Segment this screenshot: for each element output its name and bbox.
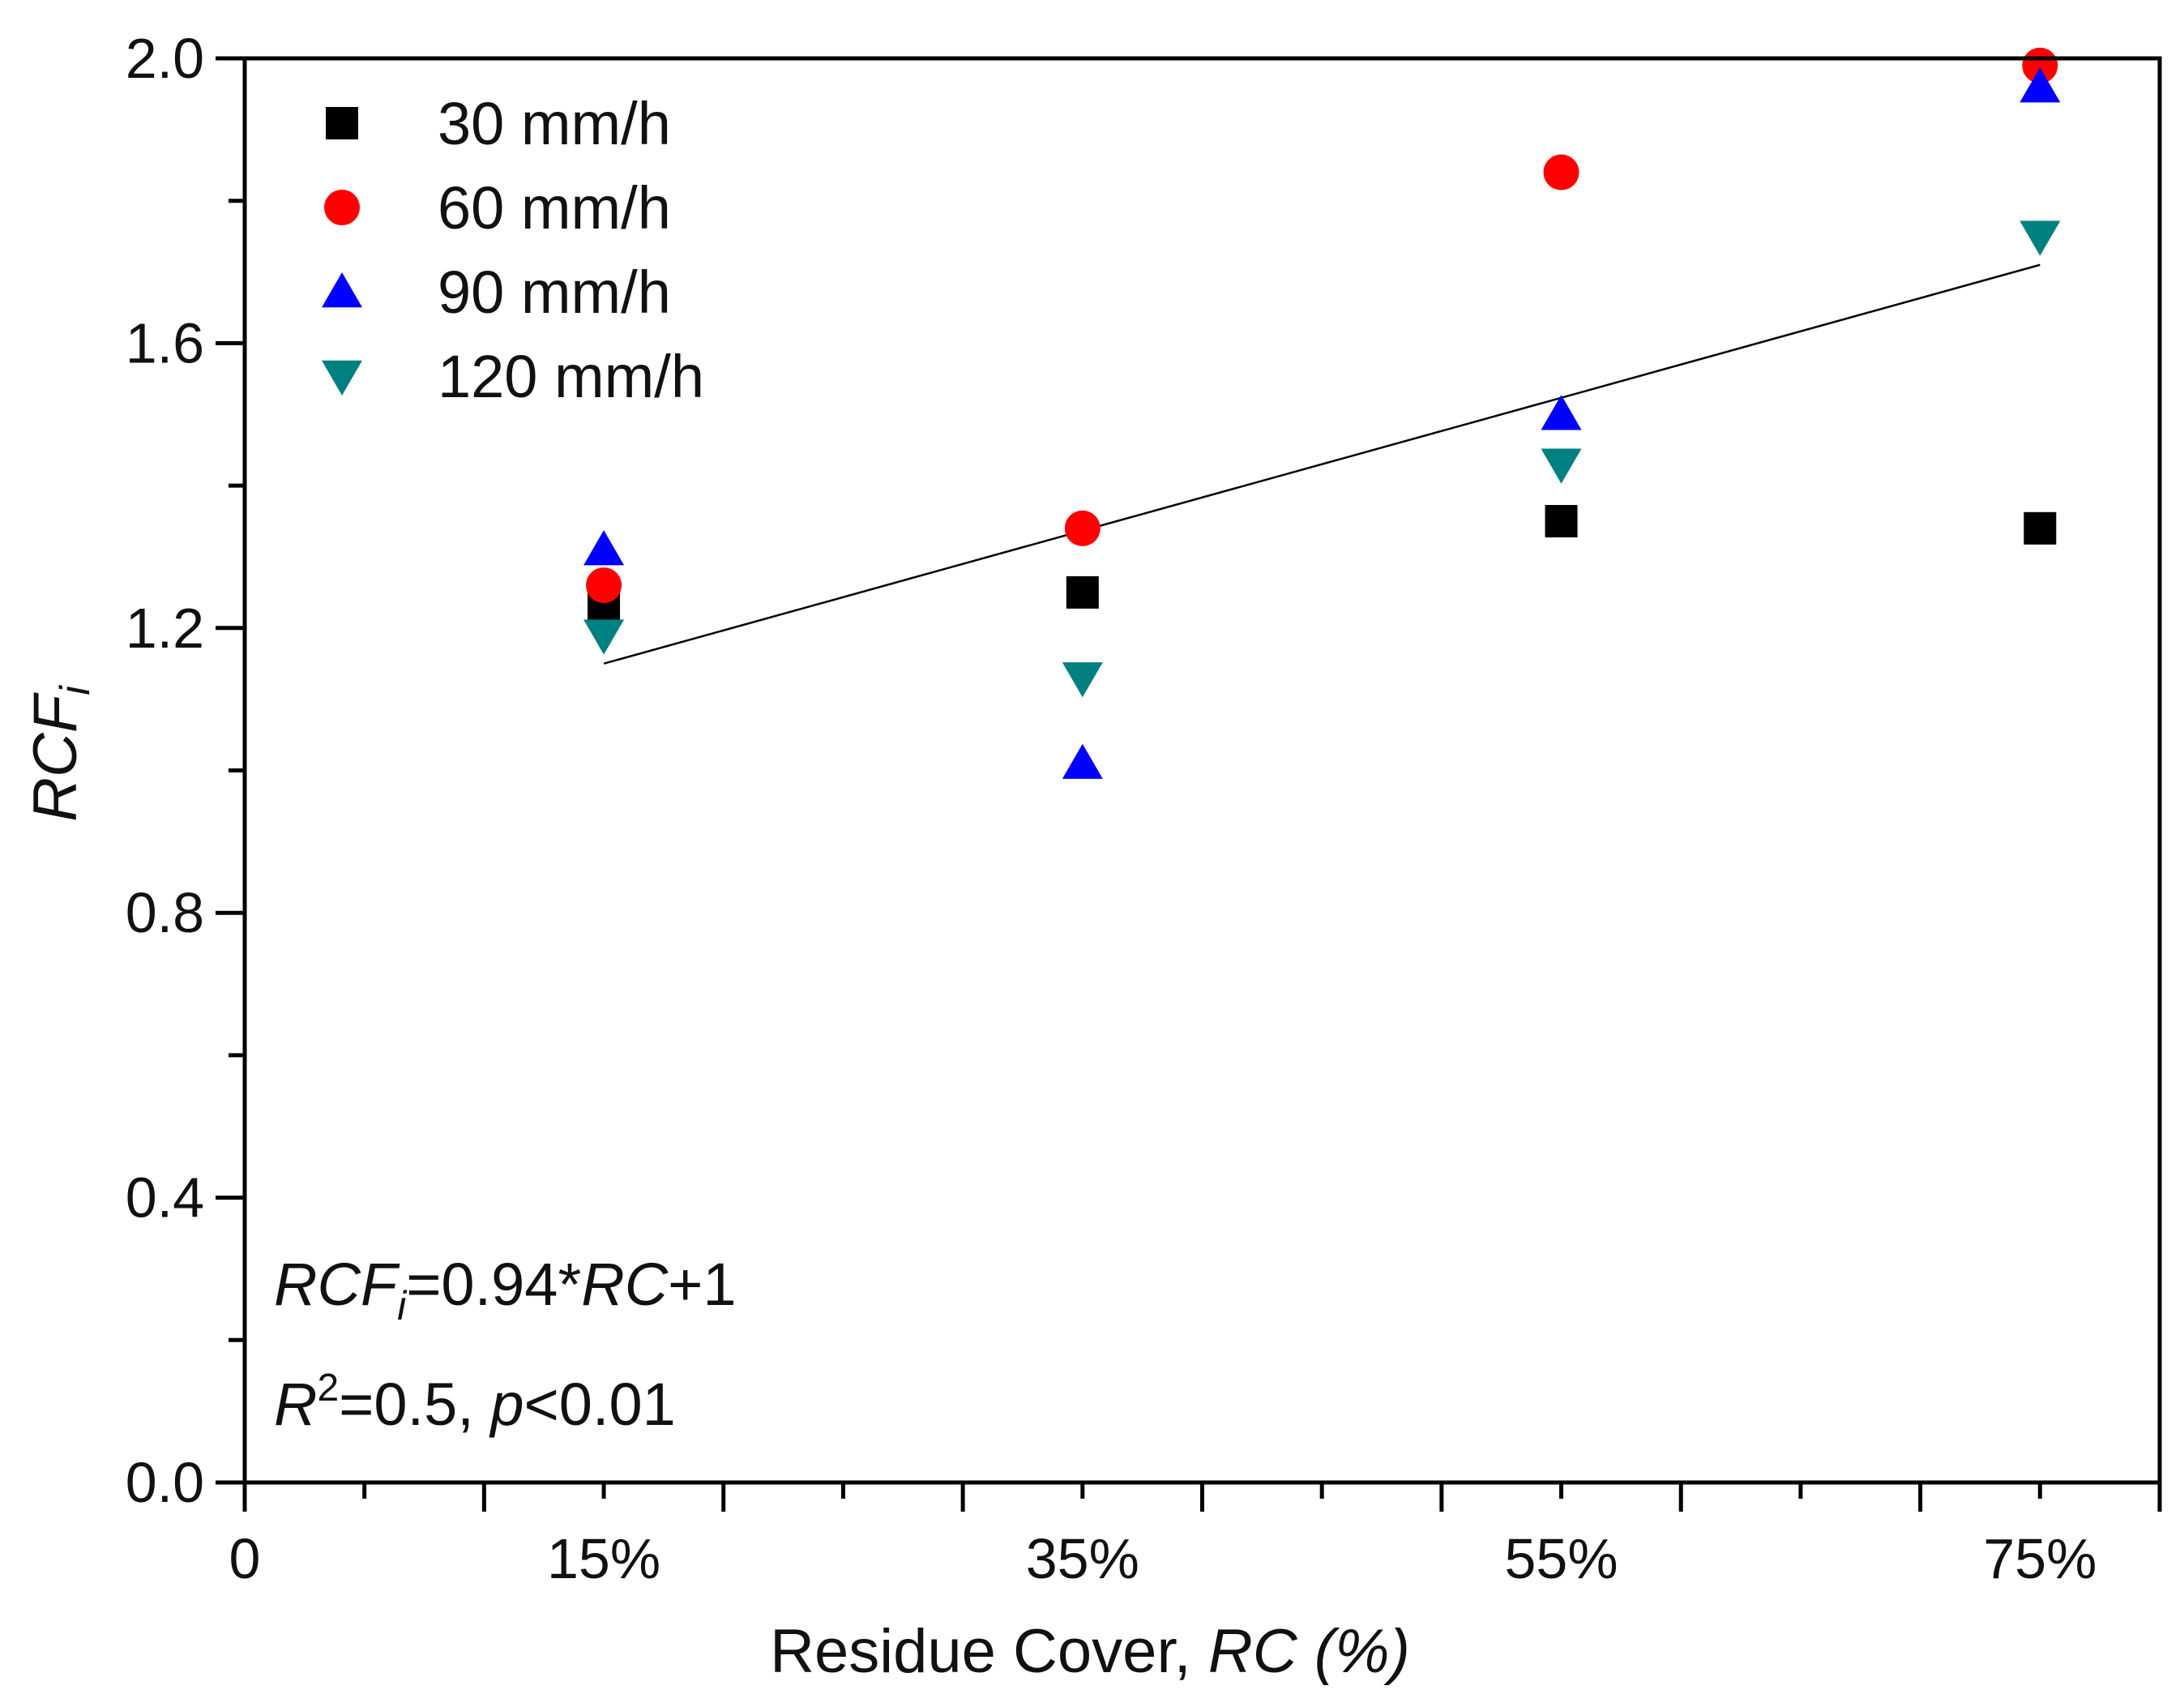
equation-rhs-pre: =0.94*: [406, 1251, 581, 1318]
legend: 30 mm/h 60 mm/h 90 mm/h 120 mm/h: [322, 90, 704, 410]
data-point: [1064, 510, 1101, 546]
legend-label: 90 mm/h: [438, 259, 671, 326]
legend-item: 90 mm/h: [322, 259, 671, 326]
data-point: [2019, 220, 2061, 256]
y-tick-label: 0.4: [126, 1166, 204, 1230]
x-axis-title-suffix: (%): [1297, 1617, 1410, 1686]
legend-item: 30 mm/h: [326, 90, 671, 157]
legend-label: 30 mm/h: [438, 90, 671, 157]
data-point: [1541, 395, 1582, 430]
y-axis-title: RCFi: [21, 685, 99, 822]
series-3: [583, 220, 2061, 698]
data-point: [1545, 505, 1578, 538]
data-point: [586, 567, 622, 604]
stats-r-val: =0.5,: [339, 1371, 490, 1438]
data-point: [583, 530, 625, 566]
y-tick-label: 0.8: [126, 881, 204, 944]
x-tick-label: 15%: [547, 1527, 660, 1590]
tick-layer: 0 15% 35% 55% 75% 0.0 0.4 0.8 1.2 1.6 2.0: [126, 27, 2162, 1590]
stats-p: p: [489, 1371, 524, 1438]
equation-rhs-var: RC: [581, 1251, 668, 1318]
y-axis-title-sub: i: [52, 685, 99, 695]
data-point: [1541, 448, 1582, 484]
data-point: [1543, 154, 1579, 190]
x-axis-title-var: RC: [1208, 1617, 1298, 1686]
fit-layer: [603, 263, 2041, 665]
legend-marker: [322, 272, 362, 308]
y-tick-label: 1.2: [126, 597, 204, 660]
stats-annotation: R2=0.5, p<0.01: [274, 1367, 676, 1438]
equation-rhs-post: +1: [668, 1251, 736, 1318]
x-tick-label: 35%: [1026, 1527, 1139, 1590]
data-point: [2019, 67, 2061, 103]
series-1: [586, 47, 2058, 604]
x-tick-label: 75%: [1983, 1527, 2096, 1590]
data-point: [2024, 511, 2057, 545]
legend-marker: [324, 190, 360, 225]
x-axis-title: Residue Cover, RC (%): [770, 1617, 1410, 1686]
x-tick-label: 0: [229, 1527, 261, 1590]
regression-line: [603, 263, 2041, 665]
legend-marker: [326, 107, 358, 139]
stats-r: R: [274, 1371, 317, 1438]
data-point: [583, 619, 625, 655]
data-point: [1066, 575, 1099, 609]
series-2: [583, 67, 2061, 779]
marker-layer: [583, 47, 2061, 779]
y-axis-title-main: RCF: [21, 692, 90, 822]
legend-marker: [322, 360, 362, 396]
equation-lhs-sub: i: [397, 1283, 408, 1328]
y-tick-label: 0.0: [126, 1451, 204, 1514]
legend-item: 120 mm/h: [322, 343, 704, 410]
equation-lhs-main: RCF: [274, 1251, 400, 1318]
stats-p-val: <0.01: [524, 1371, 676, 1438]
data-point: [1062, 662, 1103, 698]
x-tick-label: 55%: [1505, 1527, 1618, 1590]
y-tick-label: 2.0: [126, 27, 204, 90]
equation-annotation: RCFi=0.94*RC+1: [274, 1251, 737, 1328]
data-point: [1062, 743, 1103, 779]
legend-label: 120 mm/h: [438, 343, 704, 410]
legend-label: 60 mm/h: [438, 174, 671, 242]
stats-r-sup: 2: [317, 1367, 339, 1410]
legend-item: 60 mm/h: [324, 174, 671, 242]
y-tick-label: 1.6: [126, 311, 204, 374]
x-axis-title-main: Residue Cover,: [770, 1617, 1208, 1686]
